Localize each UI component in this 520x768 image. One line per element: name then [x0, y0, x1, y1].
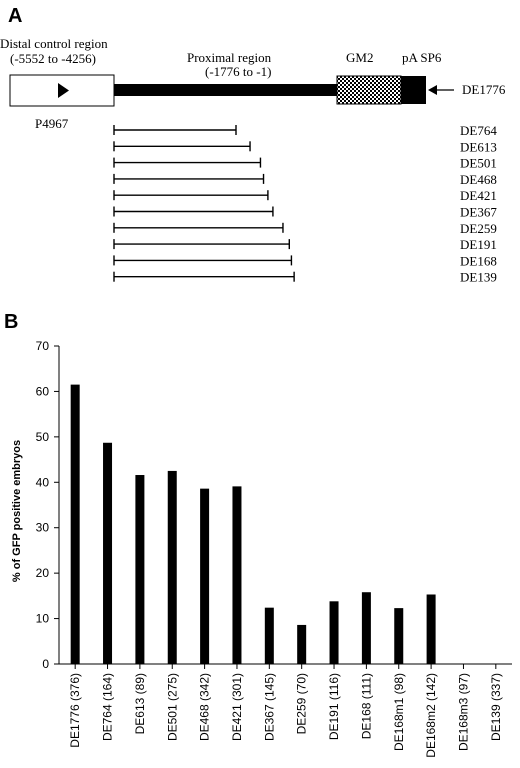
bar — [200, 488, 210, 664]
deletion-label: DE168 — [460, 253, 497, 268]
x-tick-label: DE139 (337) — [489, 673, 503, 741]
y-tick-label: 40 — [36, 475, 50, 489]
y-tick-label: 60 — [36, 384, 50, 398]
bar — [329, 601, 339, 664]
proximal-region-bar — [114, 84, 338, 96]
deletion-label: DE468 — [460, 172, 497, 187]
panel-a-letter: A — [8, 5, 22, 27]
x-tick-label: DE468 (342) — [198, 673, 212, 741]
deletion-label: DE613 — [460, 139, 497, 154]
full-construct-label: DE1776 — [462, 82, 506, 97]
x-tick-label: DE501 (275) — [165, 673, 179, 741]
x-tick-label: DE191 (116) — [327, 673, 341, 740]
sp6-arrow-icon — [428, 85, 437, 95]
gm2-box — [336, 75, 402, 105]
bar — [361, 592, 371, 664]
probe-label: P4967 — [35, 116, 69, 131]
y-tick-label: 50 — [36, 430, 50, 444]
x-tick-label: DE1776 (376) — [68, 673, 82, 748]
deletion-label: DE259 — [460, 221, 497, 236]
y-tick-label: 30 — [36, 521, 50, 535]
bar — [264, 607, 274, 664]
x-tick-label: DE764 (164) — [101, 673, 115, 741]
y-tick-label: 0 — [42, 657, 49, 671]
x-tick-label: DE421 (301) — [230, 673, 244, 741]
y-tick-label: 20 — [36, 566, 50, 580]
deletion-label: DE139 — [460, 270, 497, 285]
distal-region-label-line1: Distal control region — [0, 36, 108, 51]
distal-region-label-line2: (-5552 to -4256) — [10, 51, 96, 66]
proximal-region-label-line2: (-1776 to -1) — [205, 64, 271, 79]
x-tick-label: DE613 (89) — [133, 673, 147, 734]
bar — [297, 624, 307, 664]
x-tick-label: DE367 (145) — [262, 673, 276, 741]
x-tick-label: DE168 (111) — [359, 673, 373, 739]
proximal-region-label-line1: Proximal region — [187, 50, 272, 65]
x-tick-label: DE168m3 (97) — [456, 673, 470, 751]
y-tick-label: 70 — [36, 339, 50, 353]
bar — [394, 608, 404, 664]
bar — [167, 470, 177, 664]
panel-b-letter: B — [4, 311, 18, 333]
deletion-label: DE501 — [460, 156, 497, 171]
bar-chart: 0 10 20 30 40 50 60 70 % of GFP positive embryos… — [11, 339, 512, 758]
x-tick-label: DE168m2 (142) — [424, 673, 438, 758]
bar — [103, 442, 113, 664]
deletion-label: DE764 — [460, 123, 497, 138]
bar — [232, 486, 242, 664]
deletion-label: DE421 — [460, 188, 497, 203]
bar — [426, 594, 436, 664]
deletion-label: DE191 — [460, 237, 497, 252]
x-tick-label: DE168m1 (98) — [392, 673, 406, 751]
y-axis-label: % of GFP positive embryos — [11, 440, 23, 582]
x-tick-label: DE259 (70) — [295, 673, 309, 734]
bar — [135, 475, 145, 664]
gm2-label: GM2 — [346, 50, 373, 65]
pa-sp6-box — [401, 76, 426, 104]
pa-sp6-label: pA SP6 — [402, 50, 442, 65]
orientation-arrow-icon — [58, 83, 69, 98]
bar — [70, 384, 80, 664]
deletion-label: DE367 — [460, 205, 497, 220]
y-tick-label: 10 — [36, 612, 50, 626]
